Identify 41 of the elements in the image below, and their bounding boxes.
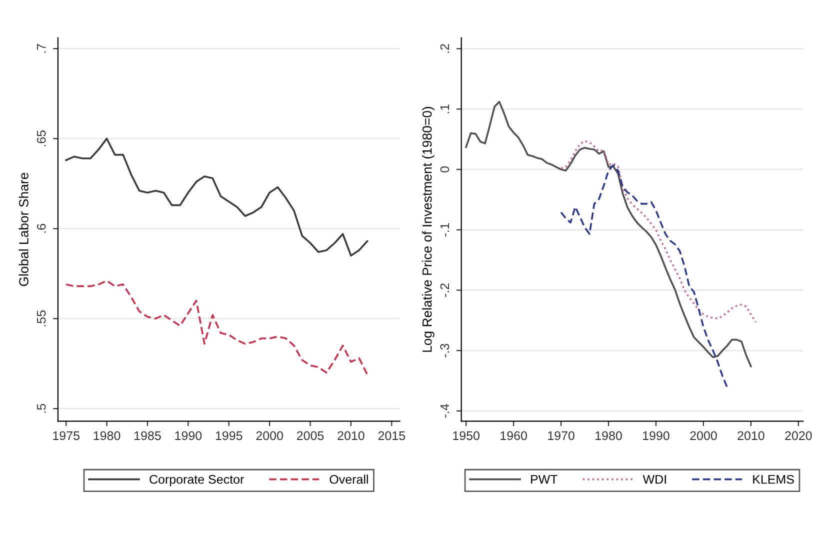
line-series	[65, 280, 368, 376]
x-tick-label: 1990	[643, 431, 670, 440]
x-tick-label: 2000	[256, 431, 283, 440]
x-tick-label: 2020	[785, 431, 812, 440]
y-tick-label: .5	[37, 404, 46, 413]
y-tick-label: .55	[37, 310, 46, 326]
x-tick-label: 2010	[738, 431, 764, 440]
y-tick-label: .65	[36, 130, 46, 146]
legend-label: Overall	[330, 474, 368, 484]
x-tick-label: 1970	[548, 431, 574, 440]
line-series	[560, 140, 757, 324]
y-tick-label: .1	[440, 104, 450, 114]
x-tick-label: 2010	[338, 431, 364, 440]
legend-label: KLEMS	[753, 474, 794, 484]
x-tick-label: 2005	[296, 431, 324, 440]
y-tick-label: -.4	[440, 404, 450, 418]
y-axis-title: Log Relative Price of Investment (1980=0)	[422, 106, 434, 352]
x-tick-label: 1990	[175, 431, 202, 440]
x-tick-label: 1980	[94, 431, 120, 440]
y-tick-label: .7	[37, 44, 46, 53]
y-tick-label: 0	[440, 166, 450, 172]
y-tick-label: -.2	[440, 284, 450, 297]
x-tick-label: 1995	[216, 431, 242, 440]
legend-label: PWT	[531, 475, 558, 484]
legend-label: Corporate Sector	[150, 474, 244, 486]
x-tick-label: 1985	[134, 431, 161, 440]
y-tick-label: .6	[36, 224, 46, 233]
legend-label: WDI	[642, 475, 666, 484]
x-tick-label: 2015	[378, 431, 406, 440]
line-series	[65, 138, 368, 257]
y-tick-label: -.3	[440, 344, 450, 358]
x-tick-label: 1950	[453, 431, 480, 440]
line-series	[465, 100, 752, 368]
y-axis-title: Global Labor Share	[18, 172, 28, 286]
x-tick-label: 1975	[53, 431, 80, 440]
x-tick-label: 1960	[500, 431, 527, 440]
x-tick-label: 1980	[596, 431, 622, 440]
y-tick-label: .2	[440, 44, 450, 53]
line-series	[560, 164, 728, 388]
x-tick-label: 2000	[690, 431, 717, 440]
y-tick-label: -.1	[440, 223, 450, 237]
